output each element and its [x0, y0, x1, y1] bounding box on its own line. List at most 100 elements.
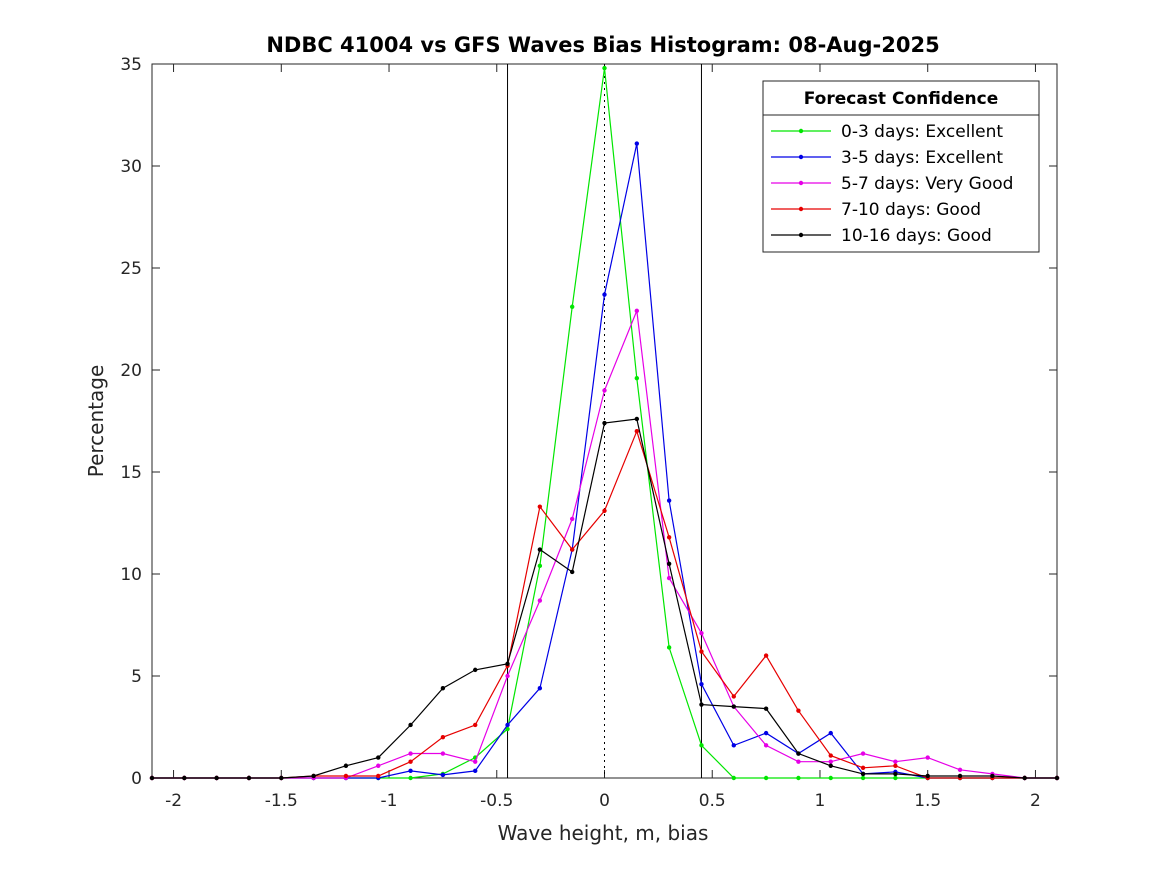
data-point	[828, 730, 833, 736]
data-point	[763, 653, 769, 658]
data-point	[796, 708, 801, 713]
data-point	[634, 141, 640, 146]
chart-title: NDBC 41004 vs GFS Waves Bias Histogram: …	[266, 33, 939, 57]
data-point	[666, 575, 672, 581]
x-tick-label: 2	[1030, 791, 1041, 811]
data-point	[1054, 775, 1060, 781]
y-tick-label: 30	[120, 157, 142, 177]
data-point	[408, 768, 413, 774]
data-point	[731, 743, 736, 748]
data-point	[1022, 775, 1027, 781]
data-point	[860, 771, 866, 777]
data-point	[408, 759, 413, 764]
x-axis-label: Wave height, m, bias	[498, 821, 709, 845]
legend-swatch-marker	[798, 180, 804, 186]
data-point	[828, 759, 833, 764]
x-tick-label: -0.5	[480, 791, 513, 811]
x-tick-label: 1.5	[914, 791, 941, 811]
legend-title: Forecast Confidence	[804, 89, 999, 109]
data-point	[893, 759, 898, 764]
legend-entry: 10-16 days: Good	[771, 226, 992, 246]
data-point	[473, 667, 478, 673]
legend-label: 5-7 days: Very Good	[841, 174, 1013, 194]
legend-entry: 3-5 days: Excellent	[771, 148, 1003, 168]
data-point	[634, 375, 640, 381]
data-point	[537, 598, 543, 603]
legend-label: 7-10 days: Good	[841, 200, 981, 220]
legend-label: 3-5 days: Excellent	[841, 148, 1003, 168]
data-point	[860, 751, 866, 756]
data-point	[505, 661, 510, 666]
data-point	[149, 775, 155, 781]
data-point	[408, 775, 413, 781]
data-point	[699, 743, 704, 748]
y-tick-label: 10	[120, 565, 142, 585]
y-tick-label: 5	[131, 667, 142, 687]
data-point	[763, 730, 769, 736]
x-tick-label: -1	[381, 791, 398, 811]
data-point	[376, 763, 381, 768]
data-point	[505, 722, 510, 728]
legend-swatch-marker	[798, 128, 804, 134]
data-point	[343, 773, 349, 779]
x-tick-label: 1	[815, 791, 826, 811]
data-point	[602, 420, 607, 426]
data-point	[828, 763, 833, 768]
y-tick-label: 25	[120, 259, 142, 279]
data-point	[666, 498, 672, 503]
data-point	[893, 775, 898, 781]
legend-swatch-marker	[798, 232, 804, 238]
data-point	[666, 561, 672, 566]
data-point	[569, 547, 575, 552]
data-point	[763, 775, 769, 781]
data-point	[440, 686, 446, 691]
data-point	[990, 773, 995, 779]
data-point	[634, 416, 640, 422]
x-tick-label: 0.5	[699, 791, 726, 811]
data-point	[860, 765, 866, 770]
data-point	[376, 755, 381, 760]
data-point	[893, 771, 898, 777]
data-point	[376, 773, 381, 779]
data-point	[569, 304, 575, 309]
data-point	[214, 775, 219, 781]
data-point	[569, 569, 575, 575]
data-point	[343, 763, 349, 768]
data-point	[666, 645, 672, 650]
data-point	[505, 673, 510, 679]
data-point	[796, 751, 801, 756]
data-point	[537, 686, 543, 691]
x-tick-label: 0	[599, 791, 610, 811]
data-point	[473, 722, 478, 728]
y-tick-label: 15	[120, 463, 142, 483]
data-point	[537, 563, 543, 569]
data-point	[925, 755, 930, 760]
data-point	[634, 308, 640, 314]
data-point	[796, 759, 801, 764]
data-point	[440, 751, 446, 756]
x-tick-label: -1.5	[265, 791, 298, 811]
data-point	[440, 772, 446, 778]
data-point	[731, 694, 736, 699]
legend-swatch-marker	[798, 154, 804, 160]
data-point	[537, 504, 543, 509]
data-point	[731, 704, 736, 709]
data-point	[828, 775, 833, 781]
data-point	[699, 649, 704, 654]
legend-swatch-marker	[798, 206, 804, 212]
data-point	[763, 706, 769, 711]
series-5	[149, 416, 1060, 781]
data-point	[731, 775, 736, 781]
data-point	[311, 773, 316, 779]
data-point	[925, 773, 930, 779]
data-point	[602, 65, 607, 71]
y-tick-label: 0	[131, 769, 142, 789]
legend-entry: 0-3 days: Excellent	[771, 122, 1003, 142]
data-point	[666, 535, 672, 540]
data-point	[602, 292, 607, 297]
legend: Forecast Confidence 0-3 days: Excellent 3-…	[762, 80, 1040, 253]
data-point	[634, 429, 640, 434]
data-point	[699, 681, 704, 687]
legend-entry: 5-7 days: Very Good	[771, 174, 1013, 194]
